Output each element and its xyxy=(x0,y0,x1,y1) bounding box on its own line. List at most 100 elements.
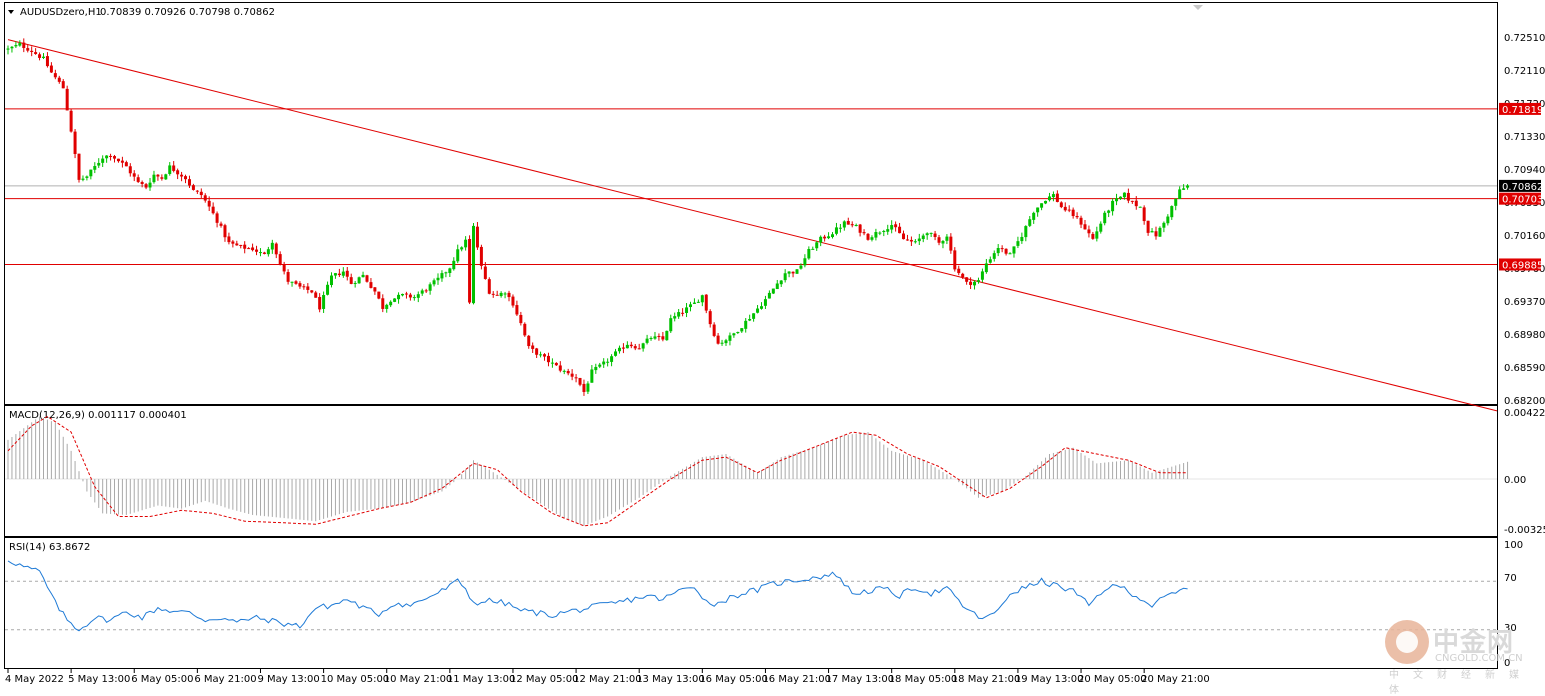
candle-body xyxy=(700,295,704,303)
header-dropdown-icon[interactable] xyxy=(8,10,14,14)
candle-body xyxy=(105,155,109,159)
time-label: 18 May 21:00 xyxy=(952,674,1021,685)
candle-body xyxy=(266,249,270,255)
candle-body xyxy=(282,264,286,272)
candle-body xyxy=(854,224,858,226)
candle-body xyxy=(862,232,866,234)
candle-body xyxy=(199,191,203,196)
watermark-title: 中金网 xyxy=(1433,628,1515,658)
candle-body xyxy=(1036,207,1040,213)
rsi-line xyxy=(7,560,1188,632)
candle-body xyxy=(270,242,274,250)
candle-body xyxy=(215,213,219,223)
candle-body xyxy=(180,174,184,177)
candle-body xyxy=(436,277,440,281)
candle-body xyxy=(894,224,898,228)
candle-body xyxy=(905,239,909,241)
candle-body xyxy=(349,277,353,284)
candle-body xyxy=(992,253,996,259)
candle-body xyxy=(168,165,172,174)
candle-body xyxy=(874,232,878,238)
candle-body xyxy=(448,268,452,274)
candle-body xyxy=(681,312,685,314)
time-axis: 4 May 2022 5 May 13:00 6 May 05:00 6 May 21… xyxy=(5,669,1210,685)
candle-body xyxy=(89,169,93,177)
rsi-scale-label: 100 xyxy=(1504,540,1523,551)
main-panel xyxy=(4,2,1498,405)
candle-body xyxy=(42,56,46,58)
candle-body xyxy=(144,184,148,188)
candle-body xyxy=(973,281,977,286)
candle-body xyxy=(602,361,606,365)
candle-body xyxy=(957,268,961,274)
candle-body xyxy=(621,347,625,349)
rsi-label: RSI(14) 63.8672 xyxy=(9,542,90,553)
candle-body xyxy=(677,312,681,317)
candle-body xyxy=(318,296,322,310)
candle-body xyxy=(969,281,973,285)
candle-body xyxy=(965,277,969,282)
candle-body xyxy=(499,292,503,297)
candle-body xyxy=(720,342,724,344)
candle-body xyxy=(566,370,570,374)
candle-body xyxy=(424,290,428,292)
candle-body xyxy=(507,292,511,298)
candle-body xyxy=(322,295,326,309)
candle-body xyxy=(692,302,696,304)
candle-body xyxy=(483,266,487,279)
candle-body xyxy=(255,249,259,252)
candle-body xyxy=(878,232,882,234)
candle-body xyxy=(432,280,436,285)
candle-body xyxy=(1008,253,1012,255)
candle-body xyxy=(543,354,547,357)
candle-body xyxy=(827,236,831,239)
candle-body xyxy=(239,244,243,246)
candle-body xyxy=(791,271,795,274)
candle-body xyxy=(527,335,531,347)
candle-body xyxy=(740,328,744,332)
candle-body xyxy=(1115,198,1119,202)
candle-body xyxy=(160,177,164,179)
candle-body xyxy=(491,293,495,295)
candle-body xyxy=(767,292,771,299)
candle-body xyxy=(262,252,266,254)
candle-body xyxy=(1154,231,1158,237)
candle-body xyxy=(515,305,519,315)
candle-body xyxy=(803,258,807,266)
candle-body xyxy=(314,292,318,298)
candle-body xyxy=(756,308,760,313)
candle-body xyxy=(645,338,649,343)
time-label: 20 May 05:00 xyxy=(1078,674,1147,685)
candle-body xyxy=(18,43,22,46)
candle-body xyxy=(539,354,543,356)
price-tags-layer: 0.71819 0.70862 0.70703 0.69885 xyxy=(1499,102,1543,271)
candle-body xyxy=(724,340,728,344)
candle-body xyxy=(128,166,132,174)
candle-body xyxy=(365,275,369,282)
candle-body xyxy=(109,155,113,157)
watermark-site: CNGOLD.COM.CN xyxy=(1435,653,1523,664)
time-label: 19 May 13:00 xyxy=(1015,674,1084,685)
candle-body xyxy=(475,226,479,248)
candle-body xyxy=(1000,248,1004,250)
candle-body xyxy=(1087,229,1091,234)
candle-body xyxy=(1024,226,1028,238)
candle-body xyxy=(1166,216,1170,224)
candle-body xyxy=(45,56,49,67)
candle-body xyxy=(984,263,988,273)
candle-body xyxy=(373,287,377,292)
candle-body xyxy=(921,235,925,240)
candle-body xyxy=(996,248,1000,254)
candle-body xyxy=(858,224,862,233)
candle-body xyxy=(1032,212,1036,220)
candle-body xyxy=(886,229,890,232)
candle-body xyxy=(980,271,984,280)
price-tag xyxy=(1499,192,1541,205)
candle-body xyxy=(511,296,515,306)
price-tag xyxy=(1499,258,1541,271)
candle-body xyxy=(752,313,756,319)
time-label: 5 May 13:00 xyxy=(68,674,130,685)
candle-body xyxy=(290,281,294,283)
candle-body xyxy=(795,269,799,274)
candle-body xyxy=(629,344,633,347)
